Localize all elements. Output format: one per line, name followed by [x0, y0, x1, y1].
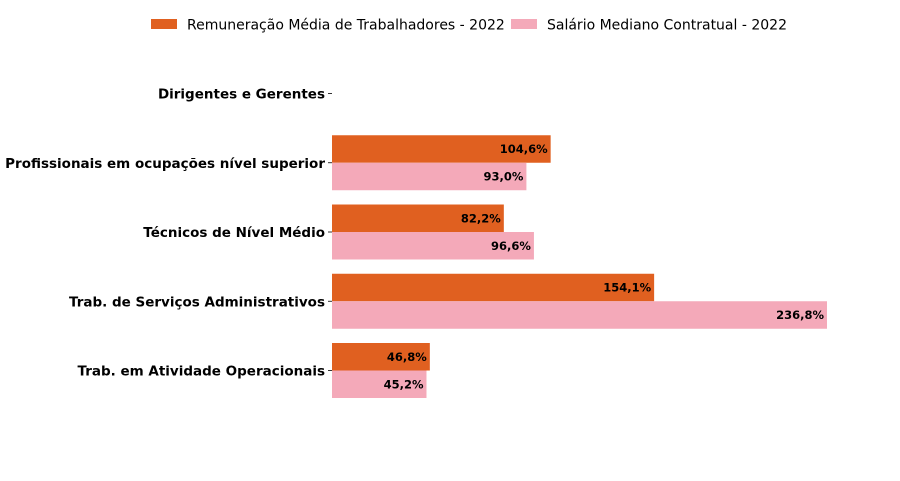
data-label: 46,8%	[387, 350, 427, 364]
bar-series-1	[332, 343, 430, 371]
value-labels: 104,6% 93,0% 82,2% 96,6% 154,1% 236,8% 46,8% 45…	[384, 142, 825, 391]
bar-series-2	[332, 232, 534, 260]
data-label: 236,8%	[776, 308, 824, 322]
data-label: 45,2%	[384, 377, 424, 391]
category-label: Dirigentes e Gerentes	[158, 87, 325, 103]
bar-series-1	[332, 273, 655, 302]
y-axis: Dirigentes e Gerentes Profissionais em oc…	[5, 87, 332, 380]
data-label: 104,6%	[500, 142, 548, 156]
bars	[332, 135, 827, 398]
category-label: Trab. de Serviços Administrativos	[69, 294, 325, 310]
legend-swatch-1	[151, 19, 177, 29]
bar-series-2	[332, 370, 427, 398]
bar-series-2	[332, 162, 527, 191]
legend-label-1: Remuneração Média de Trabalhadores - 202…	[187, 18, 505, 34]
bar-series-1	[332, 135, 551, 163]
category-label: Trab. em Atividade Operacionais	[77, 364, 325, 380]
legend-label-2: Salário Mediano Contratual - 2022	[547, 18, 787, 34]
legend-swatch-2	[511, 19, 537, 29]
data-label: 82,2%	[461, 211, 501, 225]
data-label: 93,0%	[483, 170, 523, 184]
category-label: Técnicos de Nível Médio	[143, 225, 325, 241]
category-label: Profissionais em ocupações nível superio…	[5, 156, 325, 172]
data-label: 96,6%	[491, 239, 531, 253]
data-label: 154,1%	[603, 281, 651, 295]
bar-series-2	[332, 301, 827, 329]
legend: Remuneração Média de Trabalhadores - 202…	[151, 18, 787, 34]
bar-series-1	[332, 204, 504, 232]
